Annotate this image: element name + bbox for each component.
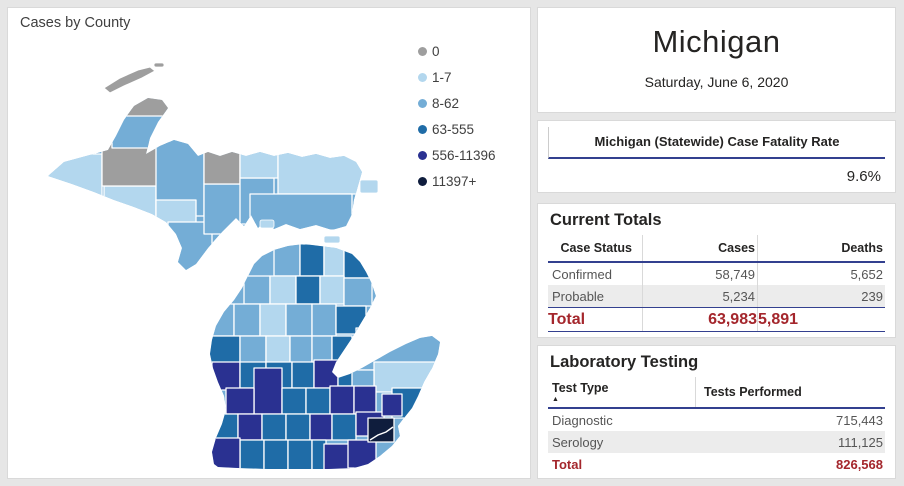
state-summary-card: Michigan Saturday, June 6, 2020	[537, 7, 896, 113]
table-row-total: Total 63,983 5,891	[548, 307, 885, 332]
legend-item-1-7[interactable]: 1-7	[418, 64, 518, 90]
column-header-tests-performed[interactable]: Tests Performed	[704, 385, 802, 399]
current-totals-table: Case Status Cases Deaths Confirmed 58,74…	[548, 235, 885, 332]
legend-swatch-icon	[418, 124, 427, 134]
column-header-case-status[interactable]: Case Status	[548, 235, 643, 261]
test-type-header-label: Test Type	[552, 381, 609, 395]
legend-swatch-icon	[418, 46, 427, 56]
legend-label: 1-7	[432, 69, 452, 85]
legend-label: 11397+	[432, 173, 477, 189]
map-legend: 0 1-7 8-62 63-555 556-11396 11397+	[418, 38, 518, 194]
legend-item-556-11396[interactable]: 556-11396	[418, 142, 518, 168]
state-title: Michigan	[652, 24, 781, 59]
serology-label: Serology	[552, 434, 604, 450]
table-row-serology[interactable]: Serology 111,125	[548, 431, 885, 453]
legend-swatch-icon	[418, 176, 427, 186]
confirmed-deaths-value: 5,652	[850, 266, 883, 282]
probable-cases-value: 5,234	[643, 285, 758, 307]
michigan-county-choropleth-map[interactable]	[8, 8, 532, 478]
probable-label: Probable	[548, 285, 643, 307]
table-row-confirmed[interactable]: Confirmed 58,749 5,652	[548, 263, 885, 285]
total-cases-value: 63,983	[643, 308, 758, 331]
confirmed-cases-value: 58,749	[643, 263, 758, 285]
probable-deaths-value: 239	[861, 288, 883, 304]
diagnostic-label: Diagnostic	[552, 412, 613, 428]
lab-total-label: Total	[552, 457, 583, 472]
legend-swatch-icon	[418, 72, 427, 82]
lab-header-row: Test Type ▲ Tests Performed	[548, 377, 885, 409]
column-header-deaths[interactable]: Deaths	[841, 241, 883, 255]
legend-swatch-icon	[418, 150, 427, 160]
total-label: Total	[548, 308, 643, 331]
legend-label: 63-555	[432, 121, 475, 137]
serology-value: 111,125	[837, 434, 883, 450]
confirmed-label: Confirmed	[548, 263, 643, 285]
table-row-diagnostic[interactable]: Diagnostic 715,443	[548, 409, 885, 431]
case-fatality-rate-value: 9.6%	[846, 168, 881, 185]
legend-item-8-62[interactable]: 8-62	[418, 90, 518, 116]
lab-total-value: 826,568	[836, 457, 883, 472]
legend-label: 0	[432, 43, 440, 59]
legend-label: 8-62	[432, 95, 460, 111]
legend-item-0[interactable]: 0	[418, 38, 518, 64]
diagnostic-value: 715,443	[836, 412, 883, 428]
laboratory-testing-table: Test Type ▲ Tests Performed Diagnostic 7…	[548, 377, 885, 476]
legend-swatch-icon	[418, 98, 427, 108]
column-header-cases[interactable]: Cases	[643, 235, 758, 261]
total-deaths-value: 5,891	[758, 310, 799, 328]
case-fatality-rate-card: Michigan (Statewide) Case Fatality Rate …	[537, 120, 896, 193]
case-fatality-rate-title: Michigan (Statewide) Case Fatality Rate	[548, 127, 885, 159]
laboratory-testing-title: Laboratory Testing	[550, 353, 699, 371]
legend-item-11397+[interactable]: 11397+	[418, 168, 518, 194]
legend-item-63-555[interactable]: 63-555	[418, 116, 518, 142]
table-row-lab-total: Total 826,568	[548, 453, 885, 476]
current-totals-header-row: Case Status Cases Deaths	[548, 235, 885, 263]
report-date: Saturday, June 6, 2020	[644, 74, 789, 90]
legend-label: 556-11396	[432, 147, 496, 163]
map-panel-title: Cases by County	[20, 15, 131, 31]
current-totals-title: Current Totals	[550, 211, 662, 229]
cases-by-county-panel: Cases by County 0 1-7 8-62 63-555 556-11396 1…	[7, 7, 531, 479]
laboratory-testing-card: Laboratory Testing Test Type ▲ Tests Per…	[537, 345, 896, 479]
current-totals-card: Current Totals Case Status Cases Deaths …	[537, 203, 896, 338]
table-row-probable[interactable]: Probable 5,234 239	[548, 285, 885, 307]
sort-ascending-icon: ▲	[552, 396, 559, 403]
column-header-test-type[interactable]: Test Type ▲	[548, 377, 696, 407]
